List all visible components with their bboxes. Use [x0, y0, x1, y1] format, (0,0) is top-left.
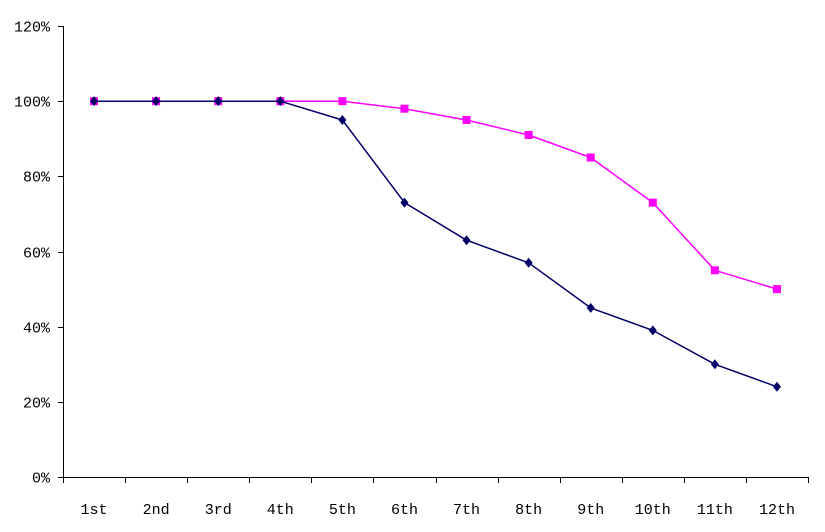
data-point-square [648, 198, 657, 207]
y-tick-label: 20% [23, 396, 51, 413]
x-tick-label: 9th [577, 502, 604, 519]
data-point-square [338, 97, 347, 106]
y-tick-label: 120% [14, 20, 51, 37]
data-point-square [400, 104, 409, 113]
data-point-square [462, 115, 471, 124]
y-tick-label: 0% [32, 471, 51, 488]
x-tick-label: 5th [329, 502, 356, 519]
data-point-square [524, 130, 533, 139]
data-point-diamond [462, 235, 471, 246]
y-tick-label: 60% [23, 246, 51, 263]
x-tick-label: 3rd [205, 502, 232, 519]
data-point-diamond [152, 96, 161, 107]
y-axis-ticks: 0% 20% 40% 60% 80% 100% 120% [14, 20, 63, 488]
series-layer [90, 96, 781, 392]
x-tick-label: 10th [635, 502, 671, 519]
data-point-diamond [90, 96, 99, 107]
data-point-square [772, 285, 781, 294]
y-tick-label: 100% [14, 95, 51, 112]
series-line [94, 100, 778, 388]
x-tick-label: 8th [515, 502, 542, 519]
x-tick-label: 12th [759, 502, 795, 519]
y-tick-label: 40% [23, 321, 51, 338]
series-line [94, 100, 778, 290]
data-point-diamond [338, 114, 347, 125]
data-point-diamond [400, 197, 409, 208]
series-1 [90, 97, 781, 294]
axes [63, 26, 808, 478]
data-point-diamond [772, 381, 781, 392]
data-point-diamond [648, 325, 657, 336]
data-point-diamond [214, 96, 223, 107]
x-tick-label: 1st [81, 502, 108, 519]
data-point-square [710, 266, 719, 275]
x-tick-label: 2nd [143, 502, 170, 519]
data-point-diamond [276, 96, 285, 107]
data-point-diamond [710, 359, 719, 370]
data-point-diamond [524, 257, 533, 268]
x-axis-ticks: 1st 2nd 3rd 4th 5th 6th 7th 8th 9th 10th 11th 12th [63, 477, 809, 519]
data-point-square [586, 153, 595, 162]
x-tick-label: 11th [697, 502, 733, 519]
data-point-diamond [586, 302, 595, 313]
x-tick-label: 4th [267, 502, 294, 519]
series-2 [90, 96, 781, 392]
y-tick-label: 80% [23, 170, 51, 187]
x-tick-label: 6th [391, 502, 418, 519]
x-tick-label: 7th [453, 502, 480, 519]
